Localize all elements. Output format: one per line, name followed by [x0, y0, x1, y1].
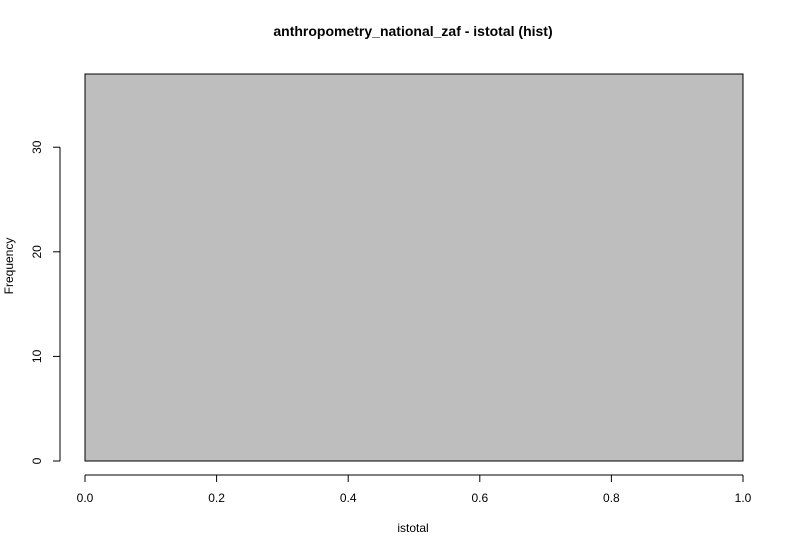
x-axis: 0.0 0.2 0.4 0.6 0.8 1.0 — [77, 474, 752, 505]
chart-title: anthropometry_national_zaf - istotal (hi… — [273, 23, 552, 39]
y-tick-label: 20 — [30, 245, 44, 259]
histogram-bar — [84, 73, 744, 462]
x-axis-label: istotal — [397, 521, 428, 535]
x-tick-label: 0.0 — [77, 491, 94, 505]
y-tick-label: 10 — [30, 349, 44, 363]
y-tick-label: 30 — [30, 140, 44, 154]
x-tick-label: 1.0 — [735, 491, 752, 505]
bars-group — [84, 73, 744, 462]
x-tick-label: 0.8 — [603, 491, 620, 505]
x-tick-label: 0.6 — [471, 491, 488, 505]
y-axis: 0 10 20 30 — [30, 140, 61, 464]
y-axis-label: Frequency — [2, 238, 16, 295]
x-tick-label: 0.4 — [340, 491, 357, 505]
x-tick-label: 0.2 — [208, 491, 225, 505]
y-tick-label: 0 — [30, 457, 44, 464]
